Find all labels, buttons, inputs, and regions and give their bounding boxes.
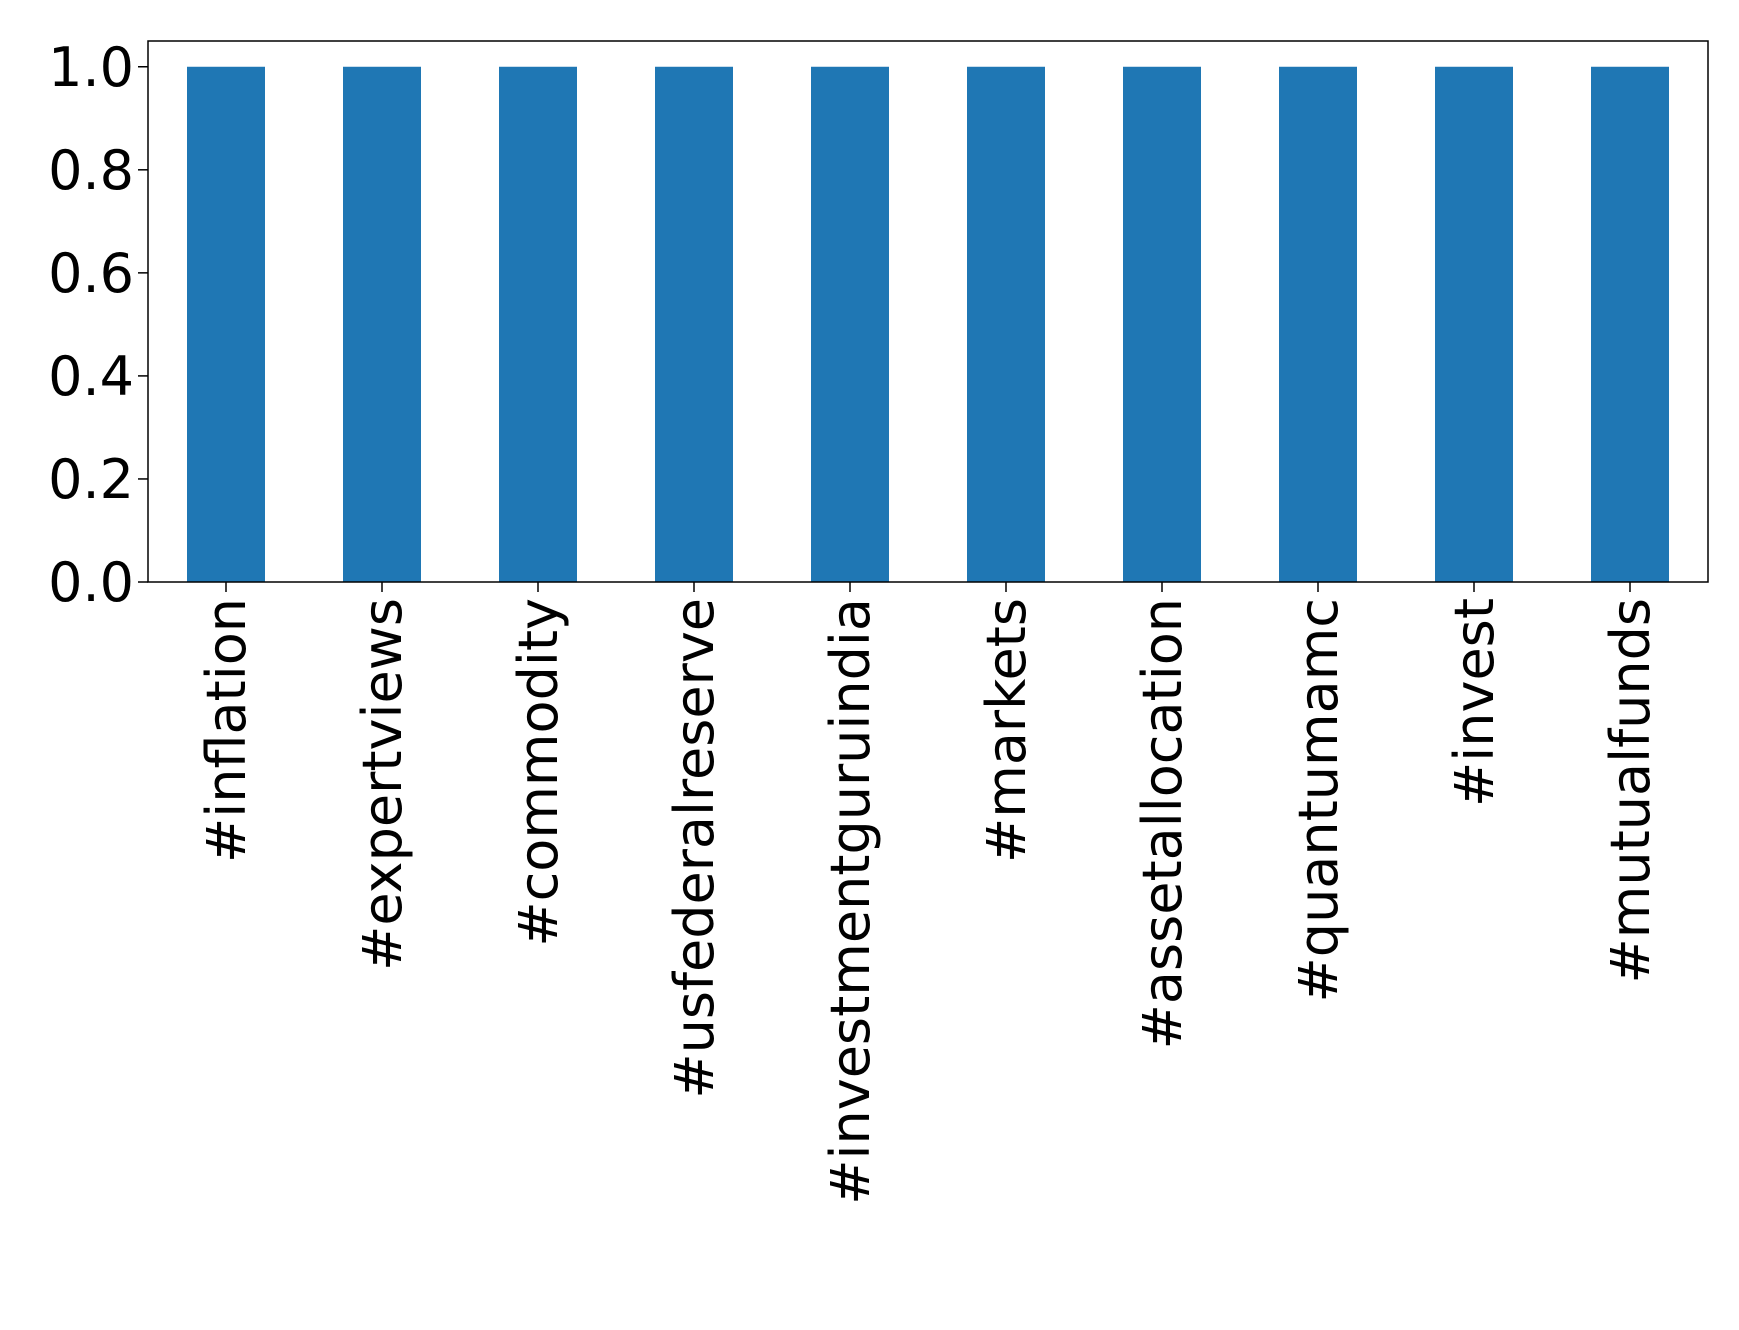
x-tick-label: #invest	[1443, 598, 1506, 807]
bar	[811, 66, 889, 582]
y-tick-label: 0.4	[48, 345, 134, 408]
x-tick-label: #markets	[975, 598, 1038, 863]
x-tick-label: #inflation	[195, 598, 258, 863]
y-tick-label: 0.6	[48, 242, 134, 305]
x-tick-label: #investmentguruindia	[819, 598, 882, 1205]
y-tick-label: 0.0	[48, 551, 134, 614]
axes-frame	[147, 40, 1709, 583]
y-tick-label: 0.2	[48, 448, 134, 511]
x-tick-label: #mutualfunds	[1599, 598, 1662, 983]
x-tick-label: #quantumamc	[1287, 598, 1350, 1002]
bar	[187, 66, 265, 582]
bar	[967, 66, 1045, 582]
bar	[655, 66, 733, 582]
bar	[499, 66, 577, 582]
bar	[1435, 66, 1513, 582]
x-tick-label: #usfederalreserve	[663, 598, 726, 1099]
x-tick-label: #assetallocation	[1131, 598, 1194, 1049]
bar	[1591, 66, 1669, 582]
x-tick-label: #expertviews	[351, 598, 414, 971]
bar	[1279, 66, 1357, 582]
bar	[343, 66, 421, 582]
bar	[1123, 66, 1201, 582]
y-tick-label: 1.0	[48, 36, 134, 99]
x-tick-label: #commodity	[507, 598, 570, 947]
y-tick-label: 0.8	[48, 139, 134, 202]
